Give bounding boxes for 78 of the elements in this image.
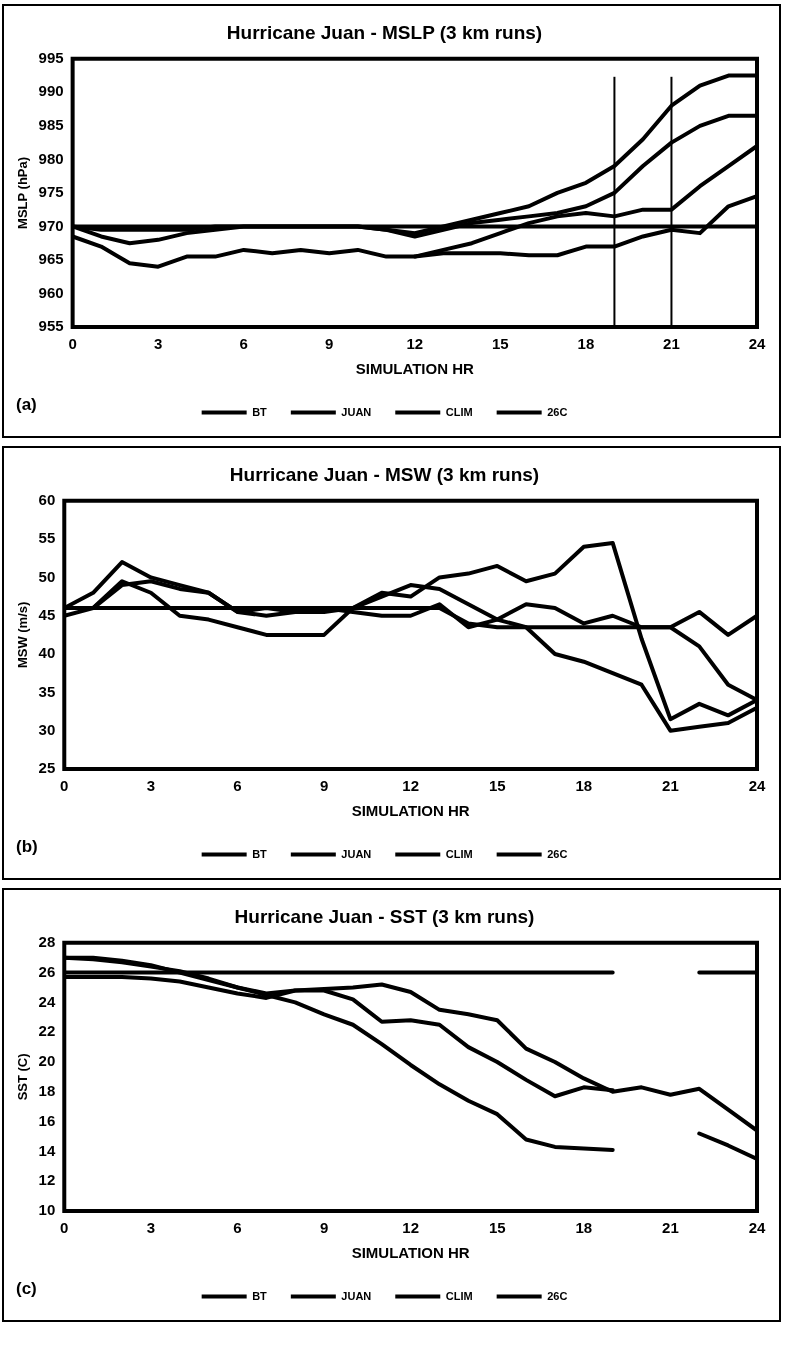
- legend-label: CLIM: [445, 1289, 473, 1302]
- legend-label: BT: [252, 847, 268, 860]
- y-tick-label: 10: [38, 1201, 56, 1219]
- x-axis-title: SIMULATION HR: [351, 1244, 470, 1262]
- x-tick-label: 9: [325, 335, 334, 353]
- y-tick-label: 12: [38, 1171, 56, 1189]
- x-tick-label: 6: [233, 777, 242, 795]
- x-tick-label: 21: [662, 777, 679, 795]
- x-tick-label: 0: [68, 335, 77, 353]
- y-tick-label: 980: [38, 149, 64, 167]
- y-tick-label: 40: [38, 644, 56, 662]
- y-tick-label: 24: [38, 992, 56, 1010]
- x-tick-label: 15: [488, 1219, 506, 1237]
- y-tick-label: 50: [38, 567, 56, 585]
- text: (b): [16, 837, 38, 857]
- y-tick-label: 55: [38, 529, 56, 547]
- y-tick-label: 955: [38, 317, 64, 335]
- y-axis-title: MSLP (hPa): [15, 156, 31, 229]
- legend-label: 26C: [547, 847, 568, 860]
- y-tick-label: 985: [38, 115, 64, 133]
- x-tick-label: 24: [748, 335, 766, 353]
- text: (c): [16, 1279, 37, 1299]
- x-tick-label: 24: [748, 777, 766, 795]
- y-tick-label: 30: [38, 720, 56, 738]
- legend-label: CLIM: [445, 405, 473, 418]
- x-tick-label: 18: [575, 1219, 593, 1237]
- y-tick-label: 16: [38, 1111, 56, 1129]
- y-tick-label: 26: [38, 962, 56, 980]
- x-tick-label: 0: [60, 1219, 69, 1237]
- y-axis-title: SST (C): [15, 1053, 31, 1101]
- y-tick-label: 28: [38, 932, 56, 950]
- y-tick-label: 14: [38, 1141, 56, 1159]
- x-axis-title: SIMULATION HR: [351, 802, 470, 820]
- y-axis-title: MSW (m/s): [15, 601, 31, 669]
- x-tick-label: 3: [154, 335, 163, 353]
- legend-label: BT: [252, 405, 268, 418]
- x-tick-label: 6: [239, 335, 248, 353]
- x-tick-label: 18: [577, 335, 595, 353]
- y-tick-label: 18: [38, 1081, 56, 1099]
- text: (a): [16, 395, 37, 415]
- legend-label: BT: [252, 1289, 268, 1302]
- x-tick-label: 0: [60, 777, 69, 795]
- y-tick-label: 60: [38, 490, 56, 508]
- x-tick-label: 12: [402, 1219, 419, 1237]
- legend-label: JUAN: [341, 1289, 372, 1302]
- y-tick-label: 990: [38, 82, 64, 100]
- chart-title: Hurricane Juan - SST (3 km runs): [234, 905, 535, 927]
- x-tick-label: 6: [233, 1219, 242, 1237]
- y-tick-label: 965: [38, 250, 64, 268]
- x-axis-title: SIMULATION HR: [355, 360, 474, 378]
- legend-label: 26C: [547, 405, 568, 418]
- legend-label: 26C: [547, 1289, 568, 1302]
- x-tick-label: 3: [146, 1219, 156, 1237]
- y-tick-label: 975: [38, 183, 64, 201]
- y-tick-label: 45: [38, 605, 56, 623]
- legend-label: JUAN: [341, 847, 372, 860]
- y-tick-label: 35: [38, 682, 56, 700]
- x-tick-label: 18: [575, 777, 593, 795]
- x-tick-label: 15: [492, 335, 509, 353]
- x-tick-label: 9: [319, 1219, 329, 1237]
- y-tick-label: 20: [38, 1052, 56, 1070]
- x-tick-label: 15: [488, 777, 506, 795]
- x-tick-label: 12: [406, 335, 424, 353]
- legend-label: CLIM: [445, 847, 473, 860]
- x-tick-label: 21: [663, 335, 680, 353]
- y-tick-label: 25: [38, 759, 56, 777]
- y-tick-label: 22: [38, 1022, 56, 1040]
- x-tick-label: 12: [402, 777, 419, 795]
- x-tick-label: 3: [146, 777, 156, 795]
- chart-title: Hurricane Juan - MSW (3 km runs): [229, 463, 540, 485]
- chart-title: Hurricane Juan - MSLP (3 km runs): [226, 21, 543, 43]
- x-tick-label: 9: [319, 777, 329, 795]
- y-tick-label: 995: [38, 48, 64, 66]
- x-tick-label: 24: [748, 1219, 766, 1237]
- legend-label: JUAN: [341, 405, 372, 418]
- y-tick-label: 970: [38, 216, 64, 234]
- x-tick-label: 21: [662, 1219, 679, 1237]
- y-tick-label: 960: [38, 283, 64, 301]
